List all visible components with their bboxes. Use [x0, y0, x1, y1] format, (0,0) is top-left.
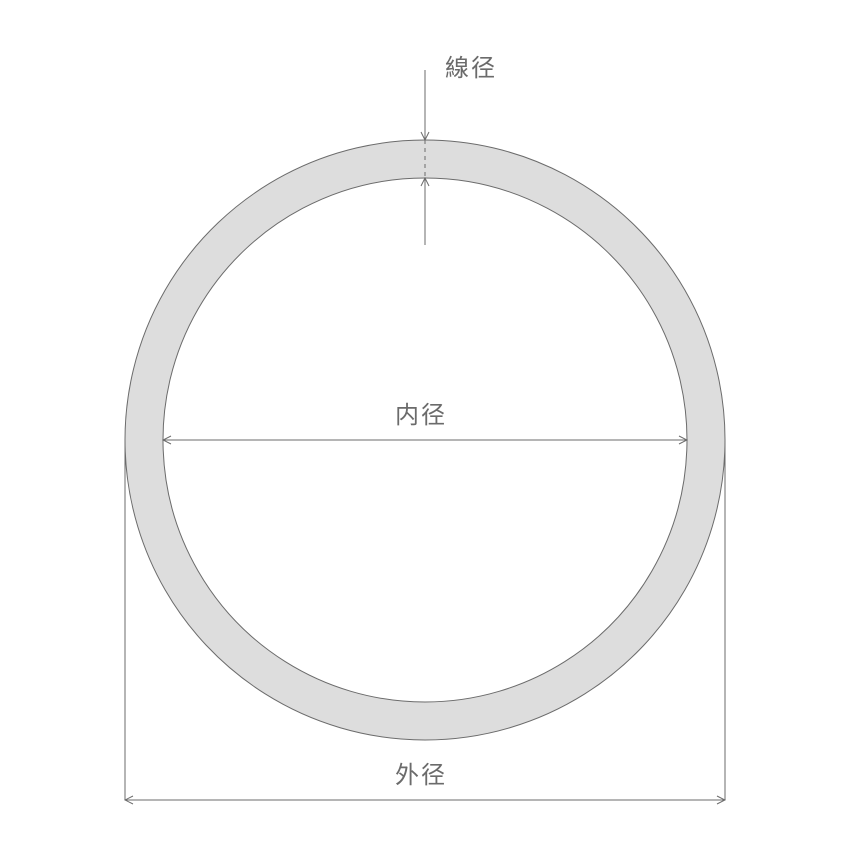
inner-diameter-label: 内径: [395, 395, 447, 430]
outer-diameter-label: 外径: [395, 755, 447, 790]
diagram-canvas: 線径 内径 外径: [0, 0, 850, 850]
wall-thickness-label: 線径: [445, 48, 497, 83]
